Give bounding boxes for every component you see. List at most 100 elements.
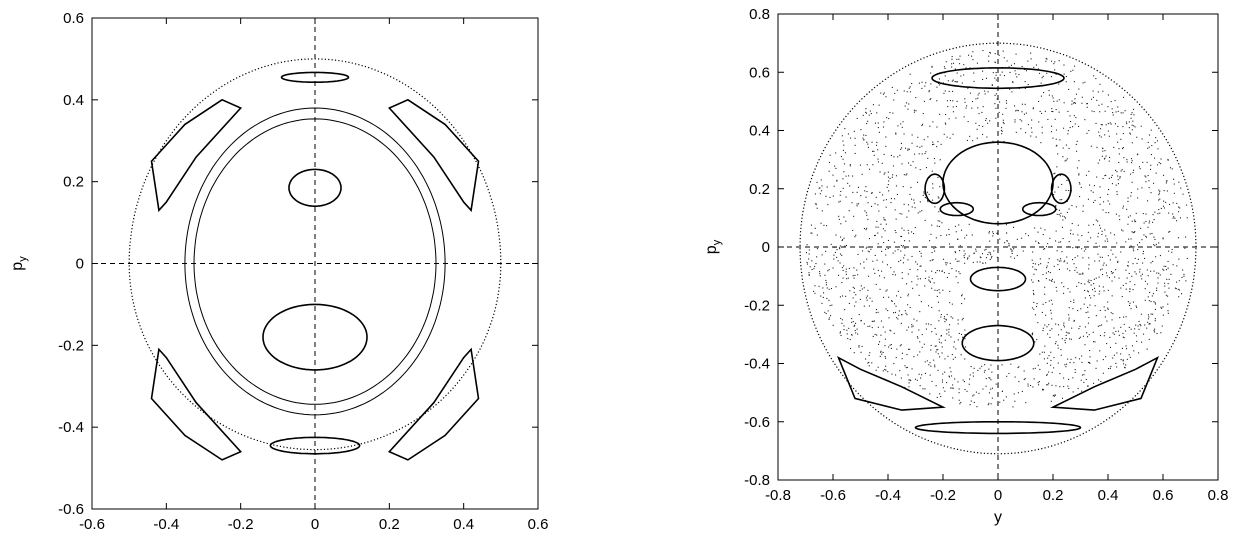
chaotic-point: [852, 321, 854, 323]
chaotic-point: [825, 282, 827, 284]
chaotic-point: [1130, 117, 1132, 119]
chaotic-point: [1095, 242, 1097, 244]
chaotic-point: [852, 297, 854, 299]
chaotic-point: [1110, 312, 1112, 314]
chaotic-point: [963, 250, 965, 252]
chaotic-point: [1068, 307, 1070, 309]
chaotic-point: [938, 320, 940, 322]
boundary-curve: [799, 42, 1197, 455]
chaotic-point: [1065, 76, 1067, 78]
crescent-island: [836, 355, 946, 411]
chaotic-point: [1003, 75, 1005, 77]
chaotic-point: [884, 331, 886, 333]
chaotic-point: [1098, 260, 1100, 262]
chaotic-point: [848, 327, 850, 329]
chaotic-point: [873, 320, 875, 322]
chaotic-point: [875, 226, 877, 228]
chaotic-point: [1074, 371, 1076, 373]
chaotic-point: [1119, 219, 1121, 221]
chaotic-point: [971, 101, 973, 103]
chaotic-point: [900, 250, 902, 252]
chaotic-point: [907, 259, 909, 261]
chaotic-point: [1061, 338, 1063, 340]
chaotic-point: [1054, 69, 1056, 71]
chaotic-point: [1111, 295, 1113, 297]
chaotic-point: [1048, 355, 1050, 357]
chaotic-point: [901, 147, 903, 149]
chaotic-point: [1065, 217, 1067, 219]
chaotic-point: [907, 304, 909, 306]
chaotic-point: [1087, 322, 1089, 324]
chaotic-point: [1099, 203, 1101, 205]
chaotic-point: [1001, 127, 1003, 129]
chaotic-point: [977, 107, 979, 109]
chaotic-point: [1021, 65, 1023, 67]
chaotic-point: [1122, 360, 1124, 362]
chaotic-point: [922, 194, 924, 196]
chaotic-point: [1072, 308, 1074, 310]
chaotic-point: [1143, 222, 1145, 224]
chaotic-point: [1155, 172, 1157, 174]
chaotic-point: [916, 275, 918, 277]
chaotic-point: [854, 305, 856, 307]
chaotic-point: [909, 348, 911, 350]
chaotic-point: [1035, 136, 1037, 138]
chaotic-point: [949, 262, 951, 264]
chaotic-point: [1134, 220, 1136, 222]
chaotic-point: [1158, 209, 1160, 211]
chaotic-point: [867, 362, 869, 364]
chaotic-point: [1126, 159, 1128, 161]
chaotic-point: [1051, 280, 1053, 282]
chaotic-point: [843, 171, 845, 173]
chaotic-point: [995, 79, 997, 81]
chaotic-point: [1117, 183, 1119, 185]
chaotic-point: [1051, 131, 1053, 133]
x-tick-label: 0.6: [528, 516, 549, 533]
chaotic-point: [942, 387, 944, 389]
chaotic-point: [1038, 280, 1040, 282]
chaotic-point: [833, 185, 835, 187]
chaotic-point: [948, 228, 950, 230]
chaotic-point: [1051, 125, 1053, 127]
chaotic-point: [874, 235, 876, 237]
chaotic-point: [1119, 317, 1121, 319]
chaotic-point: [913, 199, 915, 201]
chaotic-point: [1046, 267, 1048, 269]
chaotic-point: [911, 255, 913, 257]
chaotic-point: [868, 354, 870, 356]
chaotic-point: [899, 345, 901, 347]
chaotic-point: [877, 243, 879, 245]
chaotic-point: [1065, 331, 1067, 333]
chaotic-point: [1178, 296, 1180, 298]
chaotic-point: [1083, 374, 1085, 376]
chaotic-point: [854, 236, 856, 238]
chaotic-point: [862, 114, 864, 116]
chaotic-point: [895, 357, 897, 359]
chaotic-point: [940, 143, 942, 145]
chaotic-point: [853, 291, 855, 293]
chaotic-point: [1115, 184, 1117, 186]
chaotic-point: [948, 328, 950, 330]
chaotic-point: [849, 164, 851, 166]
chaotic-point: [1160, 306, 1162, 308]
chaotic-point: [963, 116, 965, 118]
chaotic-point: [885, 290, 887, 292]
chaotic-point: [935, 385, 937, 387]
chaotic-point: [1178, 258, 1180, 260]
chaotic-point: [916, 263, 918, 265]
chaotic-point: [929, 240, 931, 242]
chaotic-point: [1103, 158, 1105, 160]
chaotic-point: [985, 118, 987, 120]
chaotic-point: [1057, 324, 1059, 326]
chaotic-point: [872, 320, 874, 322]
chaotic-point: [1159, 212, 1161, 214]
chaotic-point: [972, 140, 974, 142]
chaotic-point: [1107, 307, 1109, 309]
chaotic-point: [1002, 121, 1004, 123]
chaotic-point: [1056, 208, 1058, 210]
chaotic-point: [988, 251, 990, 253]
chaotic-point: [920, 301, 922, 303]
chaotic-point: [1045, 246, 1047, 248]
chaotic-point: [1083, 250, 1085, 252]
chaotic-point: [1072, 259, 1074, 261]
